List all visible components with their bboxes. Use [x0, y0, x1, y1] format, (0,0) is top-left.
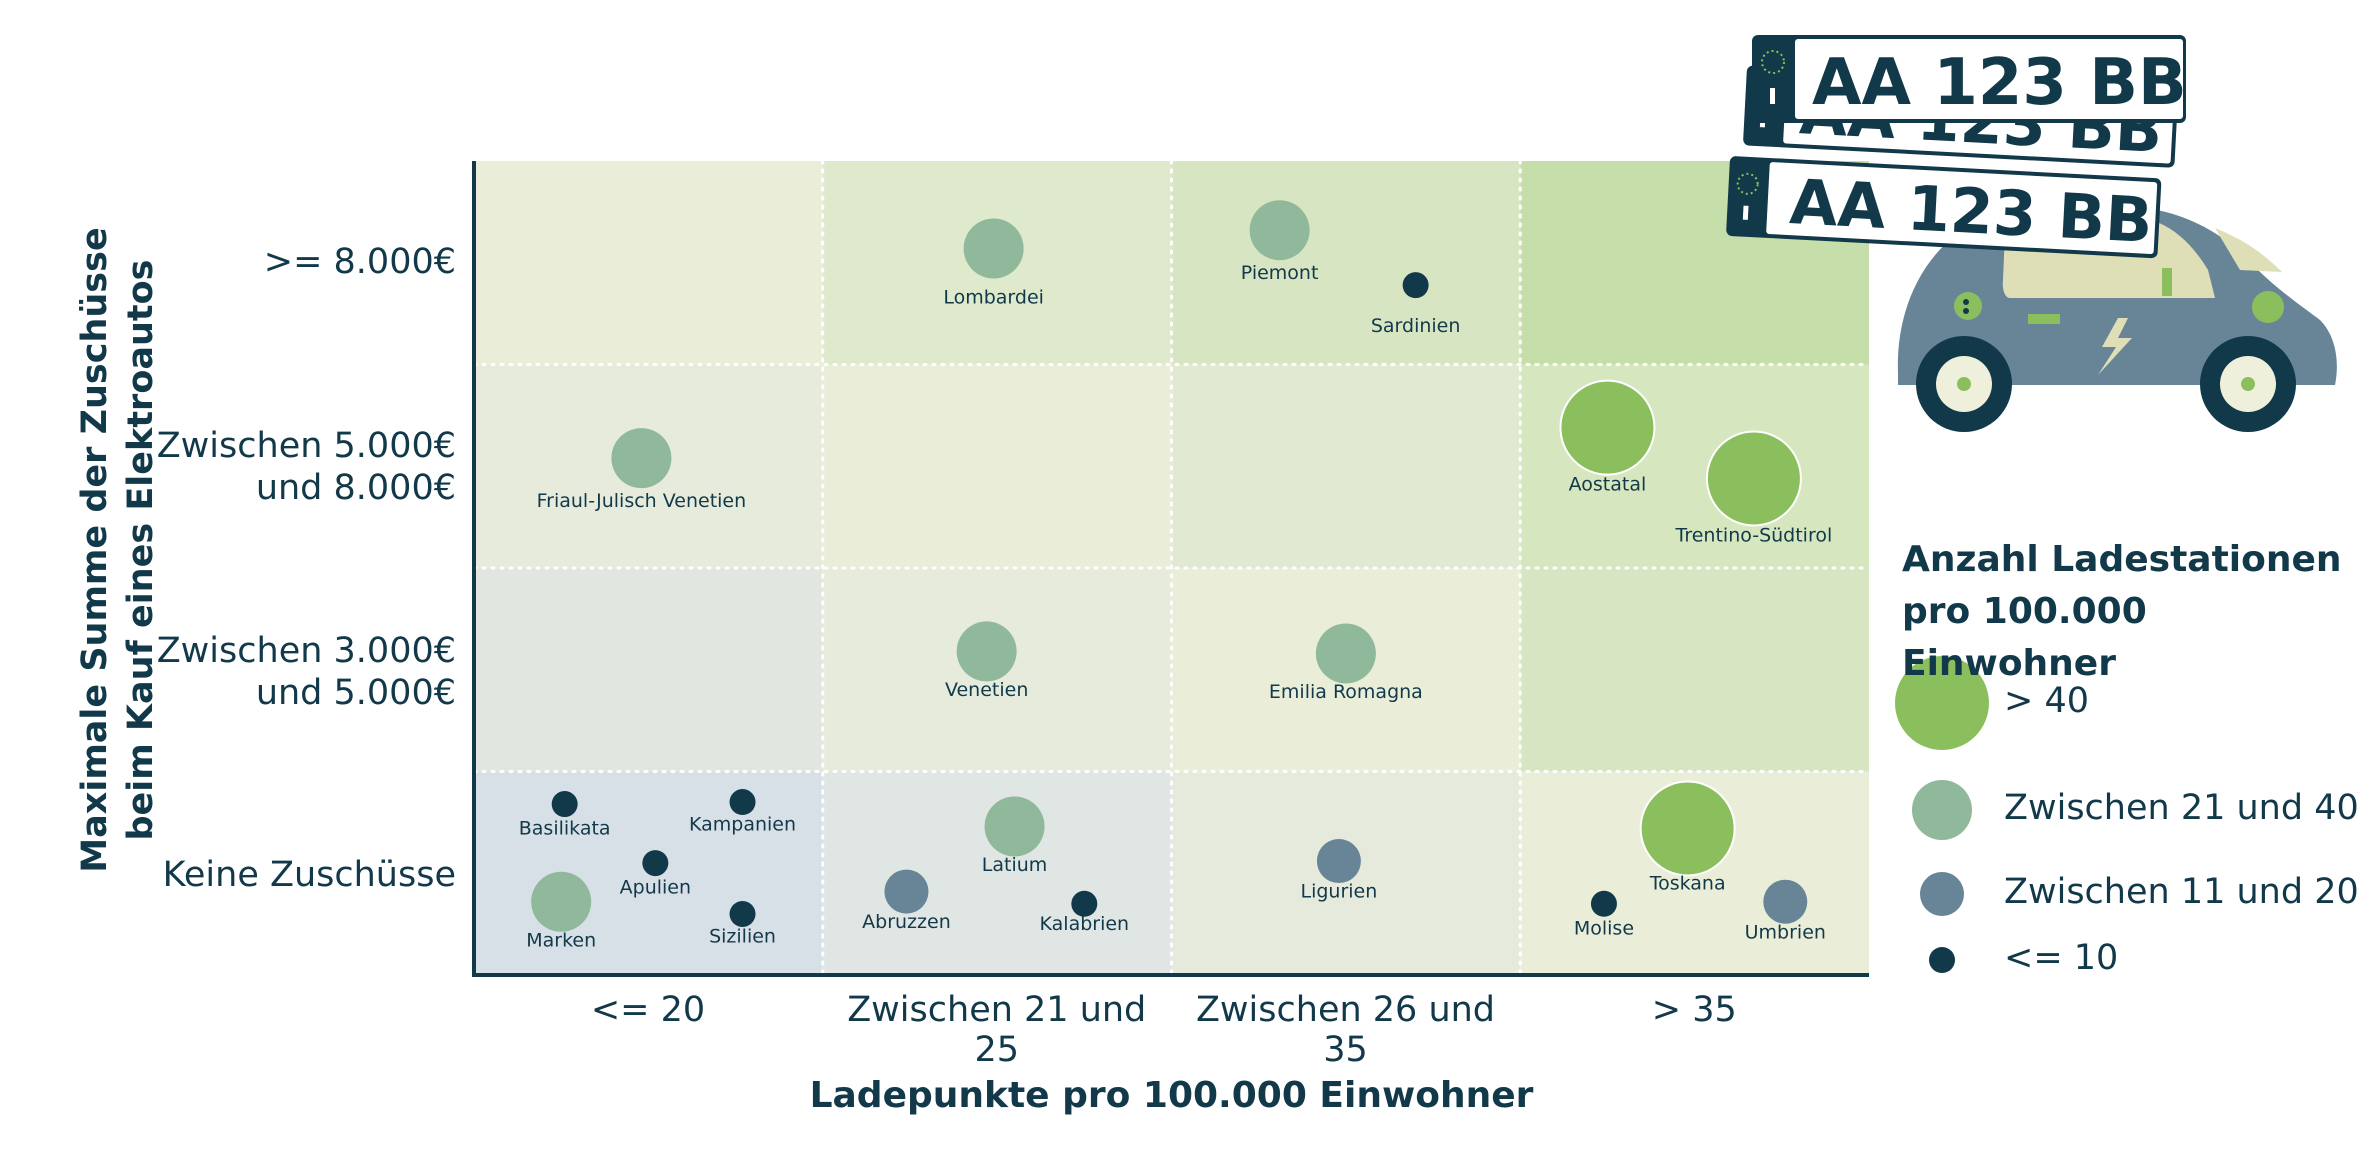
grid-cell [1171, 364, 1521, 568]
y-axis-label: Maximale Summe der Zuschüsse beim Kauf e… [72, 100, 164, 1000]
point-aostatal [1559, 379, 1656, 476]
legend-title: Anzahl Ladestationen pro 100.000 Einwohn… [1902, 534, 2360, 690]
point-label-abruzzen: Abruzzen [862, 911, 951, 933]
grid-cell [1520, 568, 1869, 772]
legend-label: Zwischen 11 und 20 [2004, 872, 2359, 912]
point-label-molise: Molise [1574, 917, 1634, 939]
legend-markers [1895, 656, 1989, 973]
legend-title-line-1: Anzahl Ladestationen [1902, 539, 2342, 580]
license-plate-back: AA 123 BB [1726, 156, 2162, 259]
point-kalabrien [1071, 890, 1098, 917]
legend-marker [1895, 656, 1989, 750]
plate-text-front: AA 123 BB [1812, 46, 2187, 120]
y-tick-label: Keine Zuschüsse [162, 855, 456, 895]
point-venetien [956, 621, 1017, 682]
point-label-aostatal: Aostatal [1569, 474, 1647, 496]
point-molise [1590, 890, 1617, 917]
point-label-marken: Marken [526, 930, 596, 952]
point-label-piemont: Piemont [1241, 262, 1319, 284]
car-front-light [2252, 291, 2284, 323]
point-sizilien [729, 900, 756, 927]
point-label-emilia-romagna: Emilia Romagna [1269, 681, 1423, 703]
point-label-umbrien: Umbrien [1745, 921, 1826, 943]
grid-cell [474, 568, 823, 772]
point-label-friaul-julisch-venetien: Friaul-Julisch Venetien [537, 490, 747, 512]
point-lombardei [963, 218, 1024, 279]
license-plate-front: AA 123 BB [1752, 35, 2187, 123]
y-tick-label: >= 8.000€ [263, 242, 456, 282]
point-trentino-s-dtirol [1705, 430, 1802, 527]
legend-marker [1912, 780, 1972, 840]
point-umbrien [1763, 879, 1808, 924]
point-label-ligurien: Ligurien [1301, 881, 1378, 903]
plot-axes [472, 161, 1869, 977]
point-label-kalabrien: Kalabrien [1040, 913, 1130, 935]
y-tick-label: Zwischen 3.000€ und 5.000€ [156, 631, 456, 713]
point-label-venetien: Venetien [945, 679, 1028, 701]
legend-label: Zwischen 21 und 40 [2004, 788, 2359, 828]
lightning-bolt-icon [2098, 318, 2132, 375]
point-emilia-romagna [1315, 623, 1376, 684]
y-axis-label-line-2: beim Kauf eines Elektroautos [121, 259, 161, 841]
car-rear-light [1954, 292, 1982, 320]
legend-marker [1920, 872, 1964, 916]
x-tick-label: > 35 [1651, 990, 1737, 1030]
car-illustration: AA 123 BB AA 123 BB AA 123 BB [1726, 35, 2337, 432]
car-door-handle [2028, 314, 2060, 324]
point-apulien [642, 850, 669, 877]
plot-gridlines [472, 159, 1871, 977]
y-tick-label: Zwischen 5.000€ und 8.000€ [156, 426, 456, 508]
plot-cells [474, 161, 1869, 975]
point-sardinien [1402, 272, 1429, 299]
point-label-apulien: Apulien [620, 877, 691, 899]
point-piemont [1249, 200, 1310, 261]
x-axis-label: Ladepunkte pro 100.000 Einwohner [809, 1075, 1534, 1116]
point-latium [984, 796, 1045, 857]
grid-cell [822, 364, 1172, 568]
legend-marker [1929, 947, 1955, 973]
point-label-basilikata: Basilikata [519, 818, 611, 840]
legend-label: > 40 [2004, 681, 2089, 721]
x-tick-label: <= 20 [590, 990, 706, 1030]
point-label-toskana: Toskana [1649, 873, 1726, 895]
point-label-latium: Latium [982, 854, 1048, 876]
car-icon [1897, 206, 2337, 432]
point-label-trentino-s-dtirol: Trentino-Südtirol [1675, 525, 1833, 547]
point-toskana [1639, 780, 1736, 877]
plot-points: Lombardei Piemont Sardinien Friaul-Julisch … [519, 200, 1833, 952]
point-kampanien [729, 789, 756, 816]
point-label-sardinien: Sardinien [1371, 315, 1461, 337]
point-marken [531, 871, 592, 932]
grid-cell [1171, 161, 1521, 365]
point-basilikata [551, 791, 578, 818]
point-ligurien [1316, 839, 1361, 884]
car-rear-window [2215, 228, 2282, 272]
point-label-lombardei: Lombardei [943, 286, 1044, 308]
legend-label: <= 10 [2004, 938, 2119, 978]
grid-cell [474, 161, 823, 365]
point-friaul-julisch-venetien [611, 428, 672, 489]
legend-title-line-2: pro 100.000 Einwohner [1902, 591, 2147, 684]
x-tick-label: Zwischen 26 und 35 [1195, 990, 1496, 1070]
point-abruzzen [884, 869, 929, 914]
y-axis-label-line-1: Maximale Summe der Zuschüsse [75, 227, 115, 873]
point-label-sizilien: Sizilien [709, 925, 776, 947]
point-label-kampanien: Kampanien [689, 814, 796, 836]
x-tick-label: Zwischen 21 und 25 [847, 990, 1147, 1070]
